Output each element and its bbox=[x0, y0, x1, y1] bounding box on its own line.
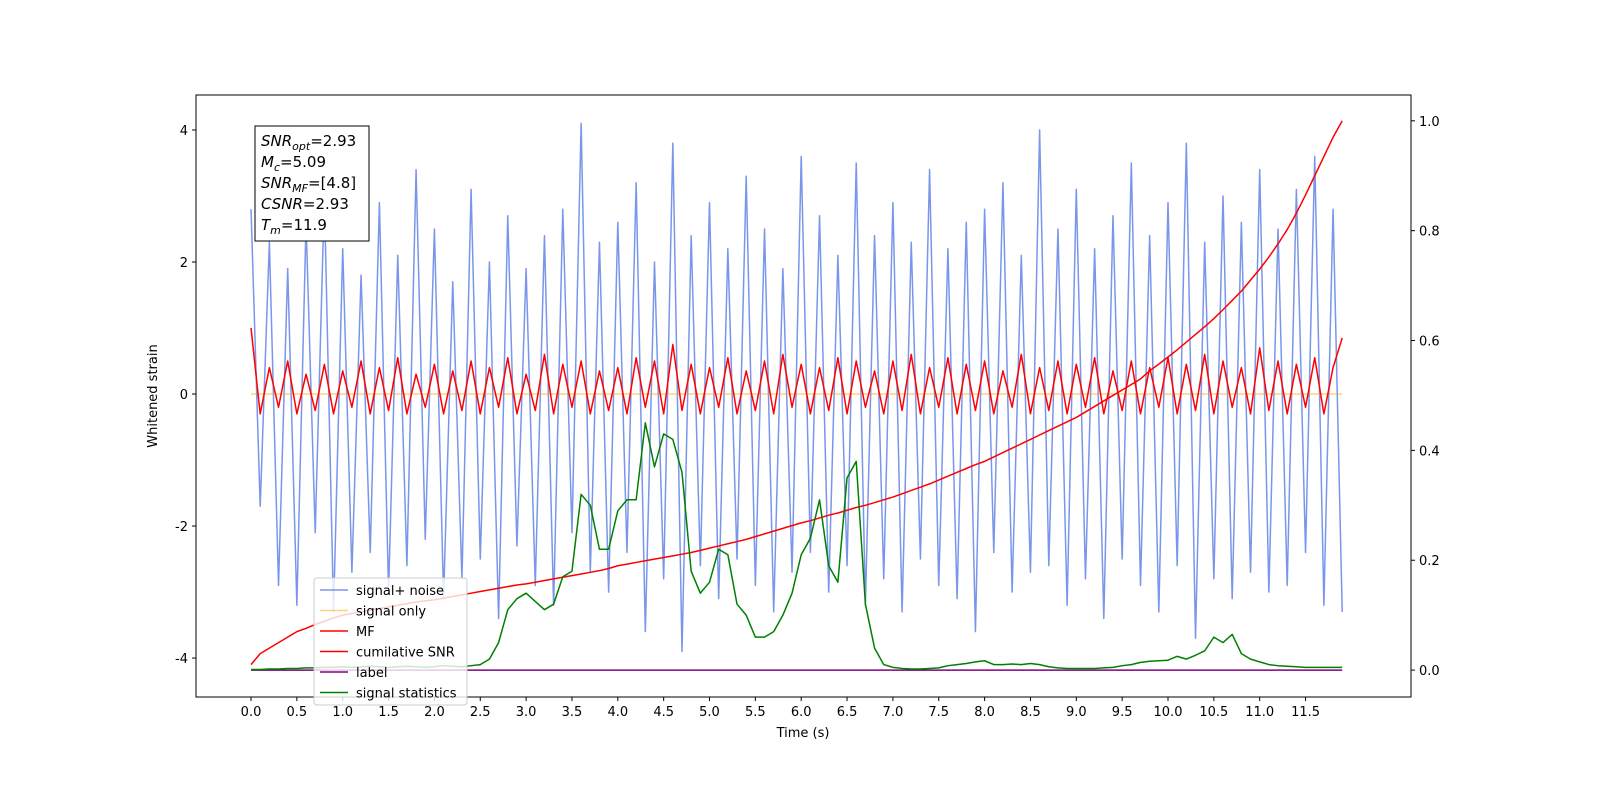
legend-box bbox=[313, 577, 468, 706]
annotation-subscript: c bbox=[274, 161, 280, 174]
y2-tick-label: 0.2 bbox=[1419, 554, 1440, 569]
x-tick-label: 3.0 bbox=[516, 705, 537, 720]
y-tick-label: 0 bbox=[180, 388, 188, 403]
annotation: Mc=5.09 bbox=[261, 153, 326, 174]
legend-label: signal statistics bbox=[356, 687, 457, 702]
annotation-box bbox=[254, 125, 370, 242]
annotation-subscript: opt bbox=[292, 140, 311, 153]
annotation-symbol: T bbox=[261, 216, 272, 234]
annotation-symbol: SNR bbox=[261, 174, 292, 192]
x-tick-label: 10.5 bbox=[1199, 705, 1228, 720]
x-tick-label: 7.5 bbox=[928, 705, 949, 720]
x-tick-label: 1.5 bbox=[378, 705, 399, 720]
x-tick-label: 10.0 bbox=[1154, 705, 1183, 720]
annotation-subscript: MF bbox=[292, 182, 308, 195]
x-tick-label: 1.0 bbox=[332, 705, 353, 720]
annotation: SNRopt=2.93 bbox=[261, 132, 356, 153]
y2-tick-label: 0.0 bbox=[1419, 664, 1440, 679]
x-tick-label: 8.5 bbox=[1020, 705, 1041, 720]
y-axis-label: Whitened strain bbox=[146, 344, 161, 447]
annotation-value: =11.9 bbox=[281, 216, 327, 234]
series-line bbox=[250, 327, 1343, 415]
y-tick-label: 2 bbox=[180, 256, 188, 271]
x-tick-label: 5.5 bbox=[745, 705, 766, 720]
annotation-symbol: SNR bbox=[261, 132, 292, 150]
y-tick-label: -4 bbox=[175, 652, 188, 667]
x-tick-label: 2.0 bbox=[424, 705, 445, 720]
legend-label: cumilative SNR bbox=[356, 646, 455, 661]
annotation-symbol: M bbox=[261, 153, 274, 171]
annotation: Tm=11.9 bbox=[261, 216, 327, 237]
x-axis-label: Time (s) bbox=[776, 726, 830, 741]
x-tick-label: 9.5 bbox=[1112, 705, 1133, 720]
y2-tick-label: 0.6 bbox=[1419, 335, 1440, 350]
x-tick-label: 9.0 bbox=[1066, 705, 1087, 720]
x-tick-label: 11.5 bbox=[1291, 705, 1320, 720]
series-line bbox=[250, 122, 1343, 653]
legend-label: signal+ noise bbox=[356, 584, 444, 599]
x-tick-label: 5.0 bbox=[699, 705, 720, 720]
y2-tick-label: 1.0 bbox=[1419, 115, 1440, 130]
plot-frame bbox=[195, 94, 1412, 698]
x-tick-label: 0.5 bbox=[287, 705, 308, 720]
annotation-subscript: m bbox=[270, 224, 281, 237]
legend-label: MF bbox=[356, 625, 375, 640]
y-tick-label: 4 bbox=[180, 124, 188, 139]
annotation: SNRMF=[4.8] bbox=[261, 174, 356, 195]
y2-tick-label: 0.4 bbox=[1419, 444, 1440, 459]
x-tick-label: 7.0 bbox=[883, 705, 904, 720]
x-tick-label: 2.5 bbox=[470, 705, 491, 720]
x-tick-label: 11.0 bbox=[1245, 705, 1274, 720]
annotation-value: =2.93 bbox=[303, 195, 349, 213]
annotation-value: =5.09 bbox=[280, 153, 326, 171]
x-tick-label: 6.5 bbox=[837, 705, 858, 720]
annotation-value: =[4.8] bbox=[308, 174, 356, 192]
y-tick-label: -2 bbox=[175, 520, 188, 535]
annotation: CSNR=2.93 bbox=[261, 195, 349, 213]
x-tick-label: 3.5 bbox=[562, 705, 583, 720]
x-tick-label: 4.5 bbox=[653, 705, 674, 720]
annotation-symbol: CSNR bbox=[261, 195, 303, 213]
y2-tick-label: 0.8 bbox=[1419, 225, 1440, 240]
legend-label: signal only bbox=[356, 605, 426, 620]
x-tick-label: 0.0 bbox=[241, 705, 262, 720]
x-tick-label: 6.0 bbox=[791, 705, 812, 720]
annotation-value: =2.93 bbox=[310, 132, 356, 150]
x-tick-label: 8.0 bbox=[974, 705, 995, 720]
legend-label: label bbox=[356, 666, 387, 681]
x-tick-label: 4.0 bbox=[607, 705, 628, 720]
